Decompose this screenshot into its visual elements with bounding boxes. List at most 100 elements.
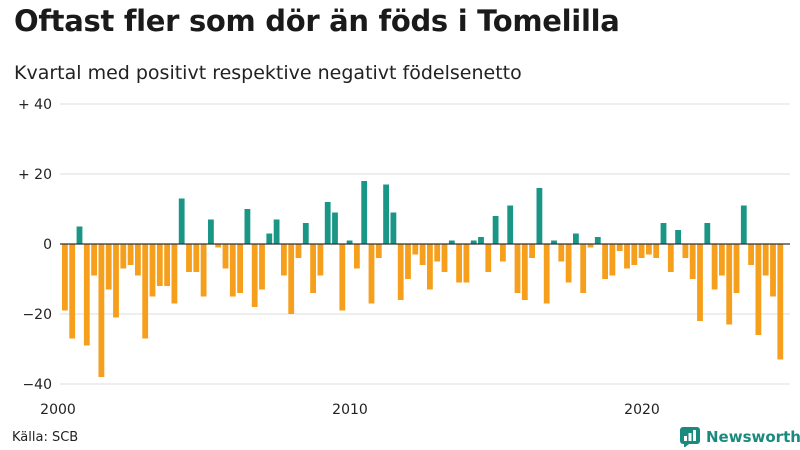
bar bbox=[346, 240, 353, 244]
bar bbox=[105, 244, 112, 290]
bar bbox=[733, 244, 740, 293]
bar bbox=[251, 244, 258, 307]
bar bbox=[441, 244, 448, 272]
bar bbox=[689, 244, 696, 279]
bar bbox=[711, 244, 718, 290]
bar bbox=[602, 244, 608, 279]
bar bbox=[536, 188, 543, 244]
bar bbox=[317, 244, 324, 276]
bar bbox=[69, 244, 76, 339]
bar bbox=[697, 244, 703, 321]
bar bbox=[237, 244, 243, 293]
bar bbox=[412, 244, 419, 255]
bar bbox=[383, 184, 389, 244]
bar bbox=[726, 244, 733, 325]
bar bbox=[653, 244, 660, 258]
bar bbox=[295, 244, 302, 258]
bar bbox=[748, 244, 754, 265]
bar bbox=[361, 181, 368, 244]
bar bbox=[178, 198, 185, 244]
bar bbox=[339, 244, 346, 311]
bar bbox=[273, 219, 280, 244]
bar bbox=[631, 244, 638, 265]
bars bbox=[62, 181, 784, 377]
bar bbox=[492, 216, 499, 244]
bar bbox=[390, 212, 397, 244]
bar bbox=[682, 244, 689, 258]
bar bbox=[171, 244, 178, 304]
x-axis-labels: 2000 2010 2020 bbox=[40, 402, 660, 418]
bar bbox=[215, 244, 222, 248]
bar bbox=[259, 244, 265, 290]
bar bbox=[770, 244, 776, 297]
bar bbox=[427, 244, 433, 290]
y-tick-label: + 40 bbox=[18, 97, 52, 113]
bar bbox=[91, 244, 97, 276]
bar bbox=[551, 240, 557, 244]
bar bbox=[543, 244, 550, 304]
bar bbox=[149, 244, 156, 297]
x-tick-label: 2000 bbox=[40, 402, 76, 418]
y-tick-label: + 20 bbox=[18, 167, 52, 183]
bar bbox=[565, 244, 572, 283]
bar bbox=[419, 244, 426, 265]
bar bbox=[478, 237, 484, 244]
bar bbox=[704, 223, 711, 244]
bar bbox=[646, 244, 652, 255]
bar bbox=[580, 244, 587, 293]
chart-title: Oftast fler som dör än föds i Tomelilla bbox=[14, 4, 620, 38]
bar bbox=[229, 244, 236, 297]
bar bbox=[266, 233, 273, 244]
bar bbox=[310, 244, 316, 293]
bar bbox=[164, 244, 170, 286]
bar bbox=[354, 244, 360, 269]
bar bbox=[83, 244, 90, 346]
y-tick-label: −20 bbox=[22, 307, 52, 323]
bar bbox=[529, 244, 535, 258]
bar bbox=[660, 223, 667, 244]
bar bbox=[142, 244, 149, 339]
bar bbox=[719, 244, 725, 276]
bar bbox=[135, 244, 141, 276]
bar bbox=[521, 244, 528, 300]
bar bbox=[193, 244, 200, 272]
bar bbox=[485, 244, 492, 272]
gridlines bbox=[60, 103, 790, 385]
bar bbox=[302, 223, 309, 244]
source-note: Källa: SCB bbox=[12, 430, 79, 445]
y-tick-label: 0 bbox=[43, 237, 52, 253]
bar bbox=[405, 244, 411, 279]
y-axis-labels: + 40 + 20 0 −20 −40 bbox=[18, 97, 52, 393]
bar bbox=[186, 244, 192, 272]
newsworthy-icon bbox=[680, 427, 700, 447]
bar bbox=[244, 209, 251, 244]
bar bbox=[281, 244, 287, 276]
bar bbox=[332, 212, 338, 244]
bar bbox=[98, 244, 105, 377]
bar bbox=[507, 205, 514, 244]
x-tick-label: 2020 bbox=[624, 402, 660, 418]
brand-logo: Newsworthy bbox=[680, 427, 800, 447]
bar bbox=[113, 244, 119, 318]
bar bbox=[127, 244, 134, 265]
bar bbox=[456, 244, 462, 283]
brand-name: Newsworthy bbox=[706, 428, 800, 446]
bar bbox=[740, 205, 747, 244]
bar bbox=[120, 244, 127, 269]
bar bbox=[755, 244, 762, 335]
bar bbox=[375, 244, 382, 258]
bar bbox=[777, 244, 784, 360]
bar bbox=[675, 230, 681, 244]
bar bbox=[624, 244, 630, 269]
bar bbox=[434, 244, 441, 262]
bar bbox=[368, 244, 375, 304]
bar bbox=[222, 244, 229, 269]
bar bbox=[638, 244, 645, 258]
y-tick-label: −40 bbox=[22, 377, 52, 393]
bar bbox=[573, 233, 579, 244]
x-tick-label: 2010 bbox=[332, 402, 368, 418]
bar bbox=[500, 244, 506, 262]
bar bbox=[76, 226, 83, 244]
bar bbox=[208, 219, 214, 244]
